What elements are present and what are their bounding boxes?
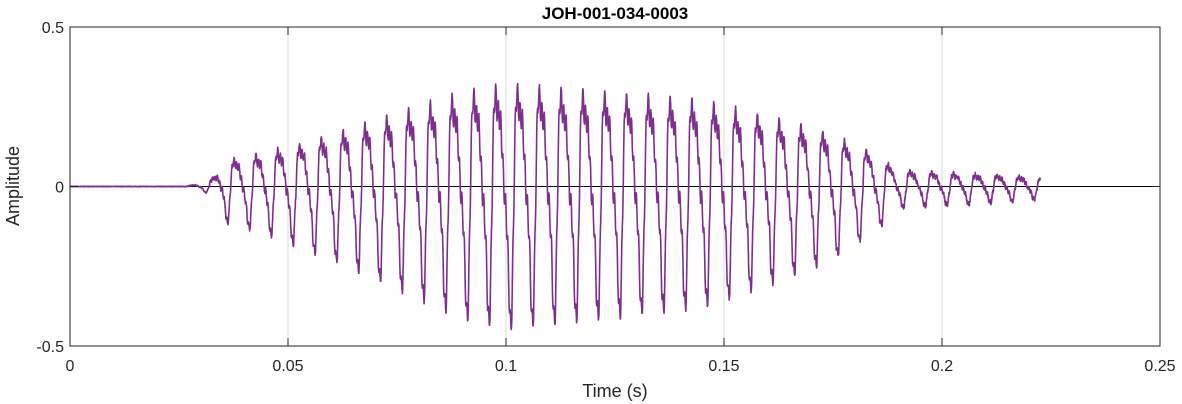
x-tick-label: 0.25 <box>1144 358 1175 375</box>
x-axis-label: Time (s) <box>582 381 647 401</box>
chart-title: JOH-001-034-0003 <box>542 4 688 23</box>
y-tick-label: 0.5 <box>42 20 64 37</box>
x-axis-tick-labels: 0 0.05 0.1 0.15 0.2 0.25 <box>66 358 1176 375</box>
x-tick-label: 0.2 <box>931 358 953 375</box>
x-tick-label: 0.15 <box>708 358 739 375</box>
y-tick-label: -0.5 <box>36 339 64 356</box>
y-axis-label: Amplitude <box>3 146 23 226</box>
axis-ticks <box>69 26 1161 347</box>
x-tick-label: 0.05 <box>272 358 303 375</box>
x-tick-label: 0 <box>66 358 75 375</box>
waveform-series-line <box>69 82 1041 331</box>
y-axis-tick-labels: -0.5 0 0.5 <box>36 20 64 356</box>
y-tick-label: 0 <box>55 180 64 197</box>
x-tick-label: 0.1 <box>495 358 517 375</box>
